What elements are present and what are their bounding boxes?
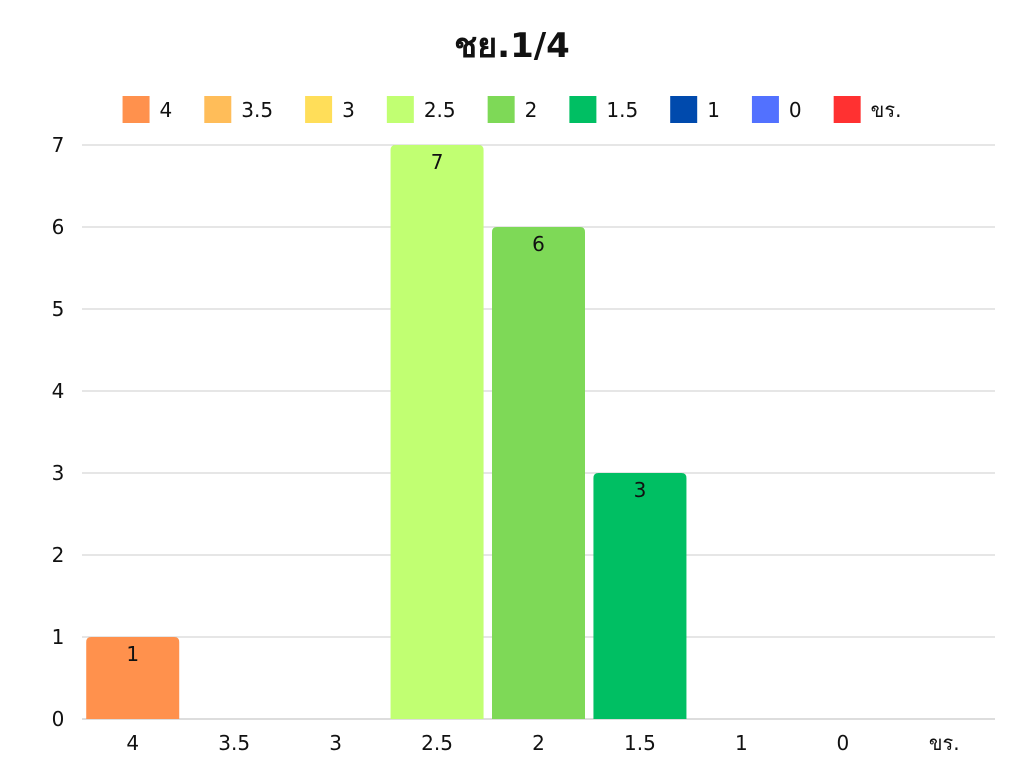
legend-label: 3: [342, 98, 355, 122]
x-tick-label: 4: [126, 731, 139, 755]
legend-label: ขร.: [871, 98, 902, 122]
bar-5: [593, 473, 687, 719]
legend-label: 2: [525, 98, 538, 122]
legend-swatch: [305, 96, 333, 123]
legend-label: 0: [789, 98, 802, 122]
chart-title: ชย.1/4: [454, 26, 570, 66]
legend-swatch: [670, 96, 698, 123]
legend-swatch: [122, 96, 150, 123]
x-tick-label: 0: [836, 731, 849, 755]
bar-3: [390, 145, 484, 719]
data-label: 7: [431, 150, 444, 174]
y-tick-label: 1: [52, 625, 65, 649]
y-axis: 0 1 2 3 4 5 6 7: [52, 133, 65, 731]
legend-swatch: [487, 96, 515, 123]
y-tick-label: 6: [52, 215, 65, 239]
legend: 4 3.5 3 2.5 2 1.5 1 0 ขร.: [122, 96, 902, 123]
y-tick-label: 7: [52, 133, 65, 157]
y-tick-label: 4: [52, 379, 65, 403]
legend-swatch: [569, 96, 597, 123]
x-tick-label: 3.5: [218, 731, 250, 755]
data-label: 3: [634, 478, 647, 502]
y-tick-label: 3: [52, 461, 65, 485]
legend-swatch: [386, 96, 414, 123]
x-tick-label: 1: [735, 731, 748, 755]
y-tick-label: 0: [52, 707, 65, 731]
data-label: 6: [532, 232, 545, 256]
data-label: 1: [126, 642, 139, 666]
legend-swatch: [204, 96, 232, 123]
legend-label: 2.5: [424, 98, 456, 122]
bar-0: [86, 637, 180, 719]
y-tick-label: 5: [52, 297, 65, 321]
legend-label: 1.5: [606, 98, 638, 122]
x-tick-label: 3: [329, 731, 342, 755]
x-tick-label: ขร.: [929, 731, 960, 755]
x-axis: 4 3.5 3 2.5 2 1.5 1 0 ขร.: [126, 731, 959, 755]
y-tick-label: 2: [52, 543, 65, 567]
x-tick-label: 1.5: [624, 731, 656, 755]
legend-swatch: [751, 96, 779, 123]
x-tick-label: 2.5: [421, 731, 453, 755]
legend-label: 3.5: [241, 98, 273, 122]
bar-4: [492, 227, 585, 719]
legend-label: 4: [160, 98, 173, 122]
x-tick-label: 2: [532, 731, 545, 755]
legend-swatch: [833, 96, 861, 123]
legend-label: 1: [707, 98, 720, 122]
bars: [86, 145, 687, 719]
